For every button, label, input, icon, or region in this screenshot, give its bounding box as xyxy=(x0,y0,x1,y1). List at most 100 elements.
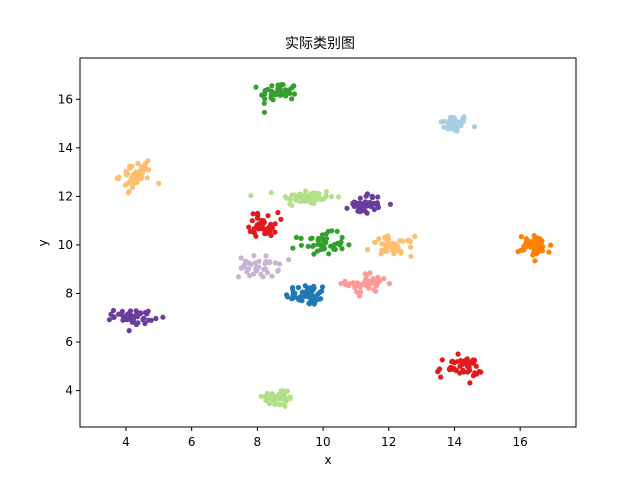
data-point xyxy=(129,184,136,190)
data-point xyxy=(272,221,278,227)
data-point xyxy=(268,232,274,239)
data-point xyxy=(275,209,281,216)
data-point xyxy=(248,261,254,268)
data-point xyxy=(298,235,304,241)
data-point xyxy=(122,182,128,188)
data-point xyxy=(244,269,250,275)
data-point xyxy=(148,317,154,323)
data-point xyxy=(267,259,273,265)
data-point xyxy=(470,357,476,363)
data-point xyxy=(381,275,387,282)
data-point xyxy=(261,109,268,115)
data-point xyxy=(311,283,317,289)
data-point xyxy=(473,363,479,369)
data-point xyxy=(302,289,308,295)
data-point xyxy=(308,289,314,295)
data-point xyxy=(144,175,150,181)
data-point xyxy=(275,267,281,273)
data-point xyxy=(328,194,335,200)
data-point xyxy=(241,262,248,268)
data-point xyxy=(251,253,257,259)
data-point xyxy=(311,251,317,257)
data-point xyxy=(272,401,278,407)
data-point xyxy=(293,197,299,203)
data-point xyxy=(246,224,252,230)
data-point xyxy=(398,248,404,255)
data-point xyxy=(319,236,326,242)
data-point xyxy=(125,190,131,196)
data-point xyxy=(310,243,316,249)
data-point xyxy=(259,225,265,231)
data-point xyxy=(305,194,311,200)
data-point xyxy=(262,393,268,399)
data-point xyxy=(308,236,314,242)
data-point xyxy=(321,240,327,247)
data-point xyxy=(455,351,461,357)
data-point xyxy=(124,317,130,323)
data-point xyxy=(536,245,542,251)
x-axis-ticks: 4 6 8 10 12 14 16 xyxy=(122,427,528,449)
data-point xyxy=(142,320,148,327)
data-point xyxy=(453,123,459,129)
y-axis-label: y xyxy=(36,239,50,246)
data-point xyxy=(531,245,537,251)
data-point xyxy=(447,118,453,124)
data-point xyxy=(295,284,301,291)
data-point xyxy=(334,228,340,234)
data-point xyxy=(297,194,303,200)
data-point xyxy=(255,210,261,216)
data-point xyxy=(299,298,305,304)
data-point xyxy=(445,122,451,128)
y-tick-label: 16 xyxy=(58,92,73,106)
data-point xyxy=(268,190,274,196)
data-point xyxy=(153,315,159,322)
data-point xyxy=(387,201,393,207)
data-point xyxy=(292,294,298,300)
x-axis-label: x xyxy=(324,453,331,467)
data-point xyxy=(272,229,278,235)
data-point xyxy=(290,285,296,291)
data-point xyxy=(110,307,117,314)
data-point xyxy=(451,115,457,121)
data-point xyxy=(282,194,288,200)
data-point xyxy=(373,288,379,294)
data-point xyxy=(144,311,150,317)
data-point xyxy=(254,215,260,221)
data-point xyxy=(304,285,310,291)
data-point xyxy=(529,241,536,247)
data-point xyxy=(137,172,143,178)
data-point xyxy=(140,317,146,323)
data-point xyxy=(126,328,132,334)
data-point xyxy=(135,160,141,166)
data-point xyxy=(249,218,255,224)
data-point xyxy=(438,119,444,125)
data-point xyxy=(291,91,298,97)
data-point xyxy=(305,294,311,300)
data-point xyxy=(116,311,122,317)
data-point xyxy=(467,380,473,386)
data-point xyxy=(395,243,401,249)
data-point xyxy=(357,205,363,212)
data-point xyxy=(478,369,484,375)
data-point xyxy=(278,396,285,402)
data-point xyxy=(289,85,295,91)
data-point xyxy=(316,296,323,302)
x-tick-label: 14 xyxy=(447,435,462,449)
data-point xyxy=(287,90,293,96)
data-point xyxy=(382,234,388,240)
data-point xyxy=(238,255,244,261)
y-tick-label: 6 xyxy=(65,335,73,349)
data-point xyxy=(467,367,473,373)
data-point xyxy=(282,87,288,93)
x-tick-label: 4 xyxy=(122,435,130,449)
data-point xyxy=(311,200,317,207)
data-point xyxy=(436,366,443,372)
data-point xyxy=(372,239,378,245)
data-point xyxy=(441,124,447,130)
data-point xyxy=(354,289,360,295)
data-point xyxy=(325,228,332,234)
data-point xyxy=(256,258,262,264)
data-point xyxy=(459,359,465,365)
data-point xyxy=(350,280,356,286)
